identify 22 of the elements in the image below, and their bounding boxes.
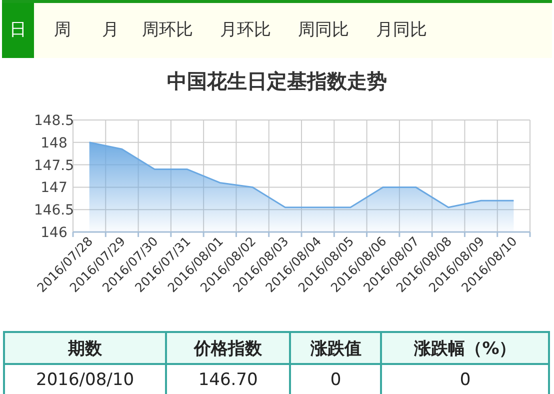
text: 期数 xyxy=(4,332,166,364)
chart-title: 中国花生日定基指数走势 xyxy=(167,69,387,93)
text: 价格指数 xyxy=(166,332,290,364)
y-tick-label: 148.5 xyxy=(34,113,74,129)
text: 月环比 xyxy=(220,19,271,42)
y-tick-label: 146.5 xyxy=(34,202,74,219)
text: 周 xyxy=(54,19,71,42)
text: 周同比 xyxy=(298,19,349,42)
text: 日 xyxy=(2,3,34,58)
y-tick-label: 147 xyxy=(40,180,68,196)
text: 月 xyxy=(102,19,119,42)
y-tick-label: 147.5 xyxy=(34,158,74,174)
text: 2016/08/10 xyxy=(4,364,166,394)
y-tick-label: 146 xyxy=(40,225,68,241)
text: 146.70 xyxy=(166,364,290,394)
text: 0 xyxy=(381,364,549,394)
text: 0 xyxy=(290,364,382,394)
y-tick-label: 148 xyxy=(40,135,68,152)
text: 涨跌值 xyxy=(290,332,382,364)
text: 涨跌幅（%） xyxy=(381,332,549,364)
text: 周环比 xyxy=(142,19,193,42)
text: 月同比 xyxy=(376,19,427,42)
